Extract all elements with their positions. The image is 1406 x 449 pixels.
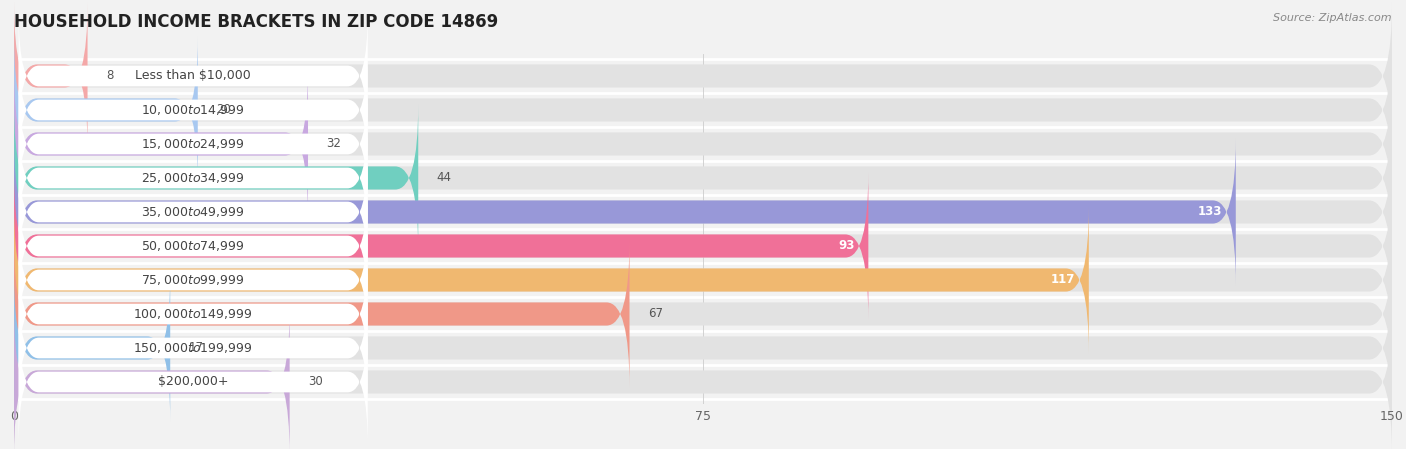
- FancyBboxPatch shape: [14, 70, 308, 217]
- Text: 93: 93: [838, 239, 855, 252]
- FancyBboxPatch shape: [14, 207, 1392, 353]
- FancyBboxPatch shape: [14, 36, 198, 184]
- Text: $35,000 to $49,999: $35,000 to $49,999: [142, 205, 245, 219]
- FancyBboxPatch shape: [18, 114, 368, 242]
- FancyBboxPatch shape: [14, 207, 1088, 353]
- Text: 8: 8: [105, 70, 114, 83]
- FancyBboxPatch shape: [18, 216, 368, 344]
- Text: 30: 30: [308, 375, 323, 388]
- FancyBboxPatch shape: [14, 172, 869, 319]
- FancyBboxPatch shape: [14, 172, 1392, 319]
- Text: $25,000 to $34,999: $25,000 to $34,999: [142, 171, 245, 185]
- Text: $150,000 to $199,999: $150,000 to $199,999: [134, 341, 253, 355]
- FancyBboxPatch shape: [18, 148, 368, 277]
- FancyBboxPatch shape: [14, 3, 87, 150]
- FancyBboxPatch shape: [14, 241, 630, 387]
- FancyBboxPatch shape: [14, 274, 170, 422]
- Text: $200,000+: $200,000+: [157, 375, 228, 388]
- Text: $15,000 to $24,999: $15,000 to $24,999: [142, 137, 245, 151]
- FancyBboxPatch shape: [14, 105, 418, 251]
- Text: 44: 44: [437, 172, 451, 185]
- FancyBboxPatch shape: [14, 139, 1236, 286]
- FancyBboxPatch shape: [14, 139, 1392, 286]
- Text: 67: 67: [648, 308, 662, 321]
- Text: 32: 32: [326, 137, 342, 150]
- FancyBboxPatch shape: [18, 181, 368, 310]
- Text: $100,000 to $149,999: $100,000 to $149,999: [134, 307, 253, 321]
- FancyBboxPatch shape: [14, 241, 1392, 387]
- FancyBboxPatch shape: [18, 45, 368, 174]
- FancyBboxPatch shape: [14, 274, 1392, 422]
- Text: Less than $10,000: Less than $10,000: [135, 70, 252, 83]
- FancyBboxPatch shape: [18, 79, 368, 208]
- FancyBboxPatch shape: [18, 317, 368, 446]
- Text: HOUSEHOLD INCOME BRACKETS IN ZIP CODE 14869: HOUSEHOLD INCOME BRACKETS IN ZIP CODE 14…: [14, 13, 498, 31]
- Text: 17: 17: [188, 342, 204, 355]
- FancyBboxPatch shape: [18, 12, 368, 141]
- FancyBboxPatch shape: [18, 284, 368, 413]
- FancyBboxPatch shape: [14, 105, 1392, 251]
- Text: 133: 133: [1198, 206, 1222, 219]
- Text: Source: ZipAtlas.com: Source: ZipAtlas.com: [1274, 13, 1392, 23]
- Text: $50,000 to $74,999: $50,000 to $74,999: [142, 239, 245, 253]
- Text: 117: 117: [1050, 273, 1076, 286]
- Text: 20: 20: [217, 103, 231, 116]
- Text: $75,000 to $99,999: $75,000 to $99,999: [142, 273, 245, 287]
- Text: $10,000 to $14,999: $10,000 to $14,999: [142, 103, 245, 117]
- FancyBboxPatch shape: [18, 250, 368, 379]
- FancyBboxPatch shape: [14, 36, 1392, 184]
- FancyBboxPatch shape: [14, 308, 290, 449]
- FancyBboxPatch shape: [14, 70, 1392, 217]
- FancyBboxPatch shape: [14, 308, 1392, 449]
- FancyBboxPatch shape: [14, 3, 1392, 150]
